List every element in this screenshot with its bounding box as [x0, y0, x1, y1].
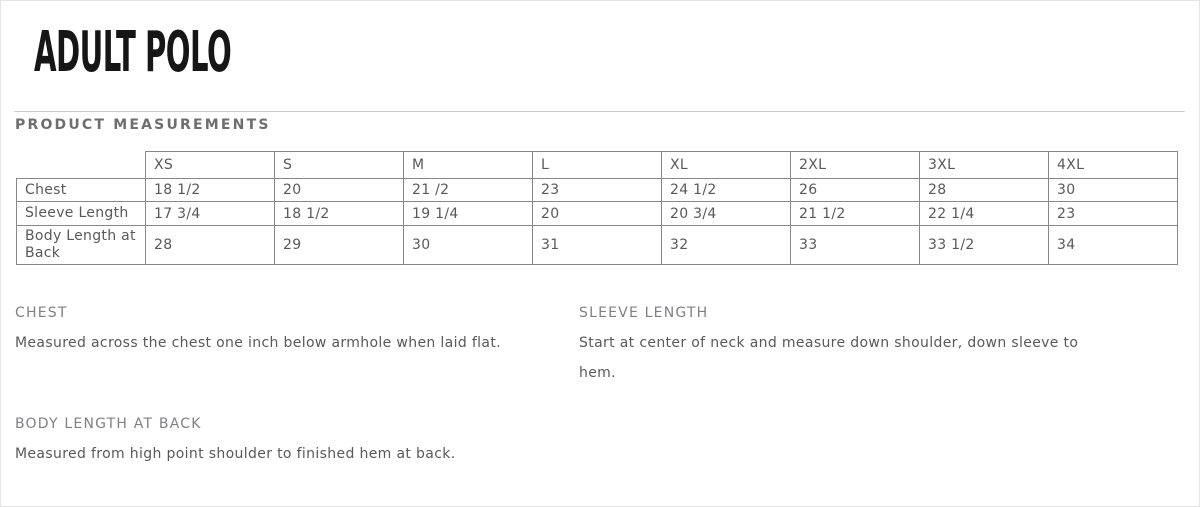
cell-body-3xl: 33 1/2: [919, 225, 1049, 265]
table-row-chest: Chest 18 1/2 20 21 /2 23 24 1/2 26 28 30: [16, 178, 1178, 202]
cell-chest-m: 21 /2: [403, 178, 533, 202]
cell-sleeve-3xl: 22 1/4: [919, 201, 1049, 226]
cell-body-l: 31: [532, 225, 662, 265]
definition-sleeve-length-text: Start at center of neck and measure down…: [579, 335, 1079, 381]
cell-body-4xl: 34: [1048, 225, 1178, 265]
size-header-2xl: 2XL: [790, 151, 920, 179]
size-header-xs: XS: [145, 151, 275, 179]
blank-corner-cell: [17, 152, 146, 179]
definition-sleeve-length: SLEEVE LENGTH Start at center of neck an…: [579, 305, 1187, 388]
row-label-sleeve-length: Sleeve Length: [16, 201, 146, 226]
table-row-sleeve-length: Sleeve Length 17 3/4 18 1/2 19 1/4 20 20…: [16, 201, 1178, 226]
size-header-4xl: 4XL: [1048, 151, 1178, 179]
cell-chest-3xl: 28: [919, 178, 1049, 202]
size-header-xl: XL: [661, 151, 791, 179]
cell-sleeve-xl: 20 3/4: [661, 201, 791, 226]
cell-body-xs: 28: [145, 225, 275, 265]
cell-body-xl: 32: [661, 225, 791, 265]
cell-body-2xl: 33: [790, 225, 920, 265]
cell-chest-xl: 24 1/2: [661, 178, 791, 202]
definition-body-length: BODY LENGTH AT BACK Measured from high p…: [15, 416, 579, 469]
size-header-m: M: [403, 151, 533, 179]
definition-chest-heading: CHEST: [15, 305, 68, 321]
cell-chest-s: 20: [274, 178, 404, 202]
cell-chest-l: 23: [532, 178, 662, 202]
measurement-definitions: CHEST Measured across the chest one inch…: [15, 305, 1187, 469]
cell-body-m: 30: [403, 225, 533, 265]
cell-sleeve-l: 20: [532, 201, 662, 226]
definition-body-length-heading: BODY LENGTH AT BACK: [15, 416, 202, 432]
definition-body-length-text: Measured from high point shoulder to fin…: [15, 446, 456, 462]
measurements-table: XS S M L XL 2XL 3XL 4XL Chest 18 1/2 20 …: [16, 151, 1178, 265]
cell-chest-4xl: 30: [1048, 178, 1178, 202]
cell-chest-2xl: 26: [790, 178, 920, 202]
cell-sleeve-xs: 17 3/4: [145, 201, 275, 226]
size-header-l: L: [532, 151, 662, 179]
table-row-body-length: Body Length at Back 28 29 30 31 32 33 33…: [16, 225, 1178, 265]
definition-chest: CHEST Measured across the chest one inch…: [15, 305, 579, 358]
size-header-3xl: 3XL: [919, 151, 1049, 179]
definition-chest-text: Measured across the chest one inch below…: [15, 335, 501, 351]
cell-sleeve-4xl: 23: [1048, 201, 1178, 226]
cell-sleeve-2xl: 21 1/2: [790, 201, 920, 226]
product-measurements-heading: PRODUCT MEASUREMENTS: [15, 117, 271, 133]
page-title: ADULT POLO: [34, 20, 232, 85]
cell-sleeve-s: 18 1/2: [274, 201, 404, 226]
cell-body-s: 29: [274, 225, 404, 265]
row-label-chest: Chest: [16, 178, 146, 202]
cell-sleeve-m: 19 1/4: [403, 201, 533, 226]
definition-sleeve-length-heading: SLEEVE LENGTH: [579, 305, 709, 321]
divider: [14, 111, 1185, 112]
size-header-s: S: [274, 151, 404, 179]
row-label-body-length: Body Length at Back: [16, 225, 146, 265]
cell-chest-xs: 18 1/2: [145, 178, 275, 202]
size-header-row: XS S M L XL 2XL 3XL 4XL: [17, 151, 1178, 179]
